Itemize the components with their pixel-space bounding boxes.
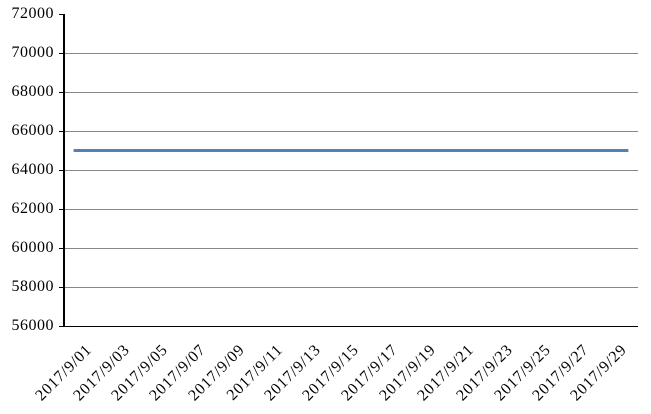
y-tick-label: 64000 [11, 161, 54, 178]
gridline [65, 247, 638, 249]
y-tick-label: 60000 [11, 239, 54, 256]
gridline [65, 91, 638, 93]
y-tick-label: 62000 [11, 200, 54, 217]
x-axis-line [63, 325, 638, 327]
y-tick-label: 68000 [11, 83, 54, 100]
y-tick-mark [59, 208, 64, 210]
y-tick-label: 70000 [11, 44, 54, 61]
y-tick-mark [59, 130, 64, 132]
gridline [65, 286, 638, 288]
y-tick-mark [59, 13, 64, 15]
y-tick-mark [59, 325, 64, 327]
gridline [65, 52, 638, 54]
y-tick-label: 66000 [11, 122, 54, 139]
gridline [65, 169, 638, 171]
y-tick-mark [59, 286, 64, 288]
y-tick-label: 58000 [11, 278, 54, 295]
gridline [65, 130, 638, 132]
y-tick-label: 56000 [11, 317, 54, 334]
y-tick-mark [59, 52, 64, 54]
y-tick-mark [59, 169, 64, 171]
y-tick-label: 72000 [11, 5, 54, 22]
y-tick-mark [59, 247, 64, 249]
y-axis-line [63, 14, 65, 327]
gridline [65, 208, 638, 210]
y-tick-mark [59, 91, 64, 93]
